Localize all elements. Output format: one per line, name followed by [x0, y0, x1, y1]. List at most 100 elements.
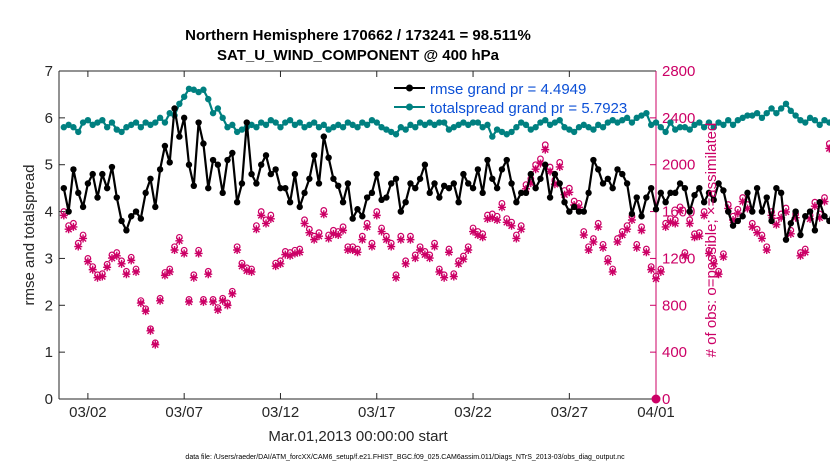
totalspread-point [474, 119, 482, 126]
rmse-point [826, 217, 830, 225]
totalspread-point [142, 119, 149, 126]
obs-assimilated-marker [339, 226, 348, 235]
totalspread-point [710, 124, 717, 131]
rmse-point [267, 170, 275, 178]
totalspread-point [498, 128, 506, 136]
rmse-point [185, 161, 193, 168]
legend: rmse grand pr = 4.4949 totalspread grand… [394, 81, 627, 117]
rmse-point [402, 199, 409, 206]
rmse-point [262, 152, 270, 159]
totalspread-point [575, 124, 583, 131]
totalspread-point [282, 119, 289, 126]
obs-assimilated-marker [642, 248, 651, 257]
rmse-point [243, 119, 250, 126]
obs-assimilated-marker [136, 299, 145, 308]
totalspread-point [556, 117, 563, 124]
rmse-point [108, 163, 116, 171]
totalspread-point [388, 128, 395, 136]
rmse-point [421, 161, 429, 168]
obs-assimilated-marker [334, 230, 343, 239]
obs-assimilated-marker [652, 274, 660, 283]
obs-assimilated-marker [536, 159, 545, 168]
totalspread-point [715, 119, 722, 126]
rmse-point [749, 208, 756, 215]
rmse-point [508, 180, 515, 187]
totalspread-point [209, 109, 217, 117]
obs-assimilated-marker [151, 340, 160, 349]
rmse-point [89, 170, 96, 178]
totalspread-point [258, 119, 265, 126]
totalspread-point [460, 119, 467, 126]
rmse-point [595, 166, 602, 173]
totalspread-point [686, 126, 693, 133]
obs-assimilated-marker [685, 219, 694, 228]
obs-assimilated-marker [122, 270, 131, 279]
totalspread-point [652, 119, 660, 126]
obs-assimilated-marker [603, 257, 612, 266]
rmse-point [344, 180, 352, 187]
obs-assimilated-marker [180, 249, 189, 258]
totalspread-point [614, 119, 621, 126]
x-tick-label: 03/12 [262, 404, 300, 421]
obs-assimilated-marker [420, 250, 429, 259]
obs-assimilated-marker [392, 273, 401, 282]
rmse-point [609, 184, 616, 192]
totalspread-point [161, 119, 169, 126]
totalspread-point [797, 117, 804, 124]
totalspread-point [763, 109, 770, 117]
obs-assimilated-marker [589, 237, 598, 246]
x-tick-label: 03/07 [165, 404, 203, 421]
totalspread-point [156, 114, 164, 122]
totalspread-point [392, 131, 400, 138]
rmse-point [301, 189, 308, 197]
obs-assimilated-marker [676, 206, 685, 215]
rmse-point [171, 105, 178, 112]
totalspread-point [378, 124, 385, 131]
obs-assimilated-marker [464, 245, 473, 254]
rmse-point [84, 180, 92, 187]
obs-assimilated-marker [671, 219, 680, 228]
x-tick-label: 03/17 [358, 404, 396, 421]
totalspread-point [570, 128, 578, 136]
rmse-point [787, 220, 795, 227]
obs-assimilated-marker [223, 301, 232, 310]
rmse-point [816, 199, 823, 206]
rmse-point [296, 203, 303, 211]
rmse-point [128, 213, 135, 220]
obs-assimilated-marker [584, 245, 593, 254]
obs-assimilated-marker [329, 229, 338, 238]
totalspread-point [792, 112, 799, 119]
rmse-point [60, 184, 68, 192]
totalspread-point [330, 124, 337, 131]
rmse-point [132, 208, 140, 215]
obs-assimilated-marker [189, 273, 198, 282]
totalspread-point [205, 95, 212, 103]
obs-assimilated-marker [695, 232, 704, 241]
rmse-point [392, 175, 400, 182]
totalspread-point [65, 121, 72, 129]
obs-assimilated-marker [781, 207, 790, 216]
obs-assimilated-marker [801, 248, 810, 257]
totalspread-point [484, 121, 491, 129]
x-tick-label: 04/01 [637, 404, 675, 421]
totalspread-point [70, 124, 77, 131]
obs-assimilated-marker [103, 263, 112, 272]
obs-assimilated-marker [324, 234, 333, 243]
totalspread-point [407, 121, 414, 129]
rmse-point [378, 196, 385, 204]
totalspread-point [609, 117, 616, 124]
rmse-point [585, 189, 592, 197]
rmse-point [551, 170, 559, 178]
rmse-point [219, 189, 226, 197]
totalspread-point [349, 121, 356, 129]
obs-assimilated-marker [132, 267, 141, 276]
totalspread-point [368, 117, 376, 124]
obs-assimilated-marker [112, 251, 121, 260]
rmse-point [407, 180, 414, 187]
obs-assimilated-marker [444, 248, 453, 257]
x-tick-label: 03/22 [454, 404, 492, 421]
totalspread-point [296, 119, 303, 126]
rmse-point [291, 170, 299, 178]
rmse-point [628, 210, 636, 218]
